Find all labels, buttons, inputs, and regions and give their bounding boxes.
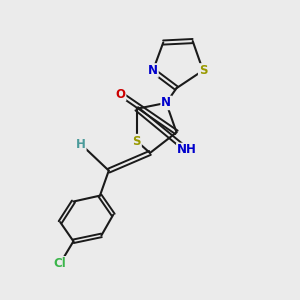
Text: N: N	[148, 64, 158, 77]
Text: O: O	[116, 88, 126, 100]
Text: NH: NH	[177, 143, 197, 157]
Text: S: S	[199, 64, 207, 77]
Text: H: H	[76, 138, 86, 151]
Text: Cl: Cl	[54, 257, 67, 270]
Text: N: N	[161, 96, 171, 110]
Text: S: S	[133, 135, 141, 148]
